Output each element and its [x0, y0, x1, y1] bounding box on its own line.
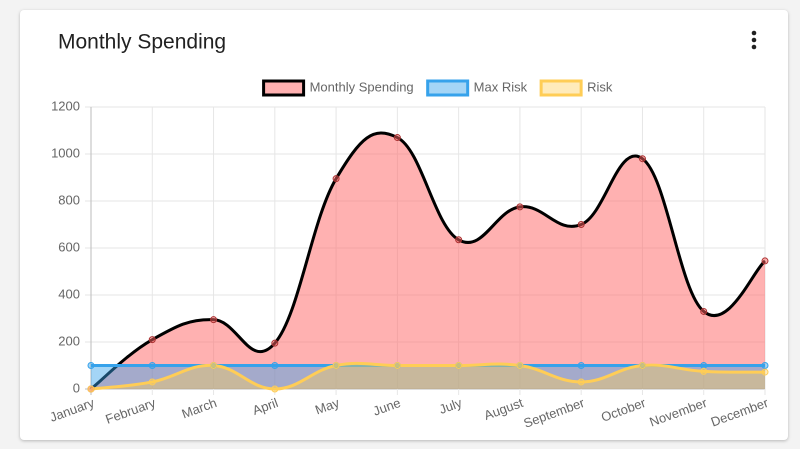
- data-point: [332, 175, 340, 183]
- data-point: [761, 362, 769, 369]
- series-line: [90, 361, 766, 391]
- data-point: [577, 378, 585, 386]
- data-point: [393, 362, 401, 369]
- data-point: [148, 378, 156, 386]
- menu-dot[interactable]: [751, 44, 757, 50]
- data-point: [455, 362, 463, 369]
- data-point: [700, 367, 708, 375]
- data-point: [271, 362, 279, 369]
- legend-label: Monthly Spending: [310, 79, 414, 94]
- area-fill: [91, 363, 765, 389]
- data-point: [393, 134, 401, 142]
- x-tick-label: December: [709, 395, 771, 430]
- data-point: [761, 257, 769, 265]
- data-point: [87, 362, 95, 369]
- area-fill: [91, 365, 765, 389]
- legend-label: Max Risk: [474, 79, 528, 94]
- x-tick-label: May: [313, 395, 342, 418]
- x-tick-label: June: [371, 395, 403, 419]
- data-point: [332, 362, 340, 369]
- series-line: [90, 131, 767, 391]
- y-tick-label: 600: [58, 239, 80, 254]
- data-point: [638, 155, 646, 163]
- data-point: [761, 368, 769, 376]
- data-point: [638, 362, 646, 369]
- data-point: [455, 236, 463, 244]
- menu-button[interactable]: [751, 30, 757, 50]
- x-tick-label: November: [647, 395, 709, 430]
- data-point: [700, 362, 708, 369]
- x-tick-label: April: [250, 395, 280, 418]
- data-point: [577, 362, 585, 369]
- y-tick-label: 1200: [51, 98, 80, 113]
- data-point: [700, 307, 708, 315]
- x-tick-label: October: [599, 395, 648, 425]
- x-tick-label: August: [482, 395, 526, 423]
- y-tick-label: 200: [58, 333, 80, 348]
- data-point: [210, 316, 218, 324]
- x-tick-label: January: [48, 395, 97, 425]
- data-point: [210, 362, 218, 369]
- data-point: [148, 336, 156, 344]
- card-title: Monthly Spending: [58, 31, 226, 54]
- data-point: [271, 339, 279, 347]
- legend-swatch: [262, 79, 306, 97]
- legend-swatch: [539, 79, 583, 97]
- menu-dot[interactable]: [751, 30, 757, 36]
- legend-swatch: [426, 79, 470, 97]
- y-tick-label: 800: [58, 192, 80, 207]
- data-point: [148, 362, 156, 369]
- x-tick-label: March: [180, 395, 219, 421]
- legend-label: Risk: [587, 79, 613, 94]
- x-tick-label: September: [521, 395, 587, 431]
- data-point: [516, 362, 524, 369]
- y-tick-label: 400: [58, 286, 80, 301]
- x-tick-label: July: [437, 395, 464, 417]
- menu-dot[interactable]: [751, 37, 757, 43]
- data-point: [577, 221, 585, 228]
- y-tick-label: 1000: [51, 145, 80, 160]
- data-point: [271, 385, 279, 393]
- y-tick-label: 0: [73, 380, 80, 395]
- x-tick-label: February: [103, 395, 157, 427]
- area-fill: [91, 133, 765, 389]
- data-point: [87, 385, 95, 393]
- data-point: [516, 203, 524, 211]
